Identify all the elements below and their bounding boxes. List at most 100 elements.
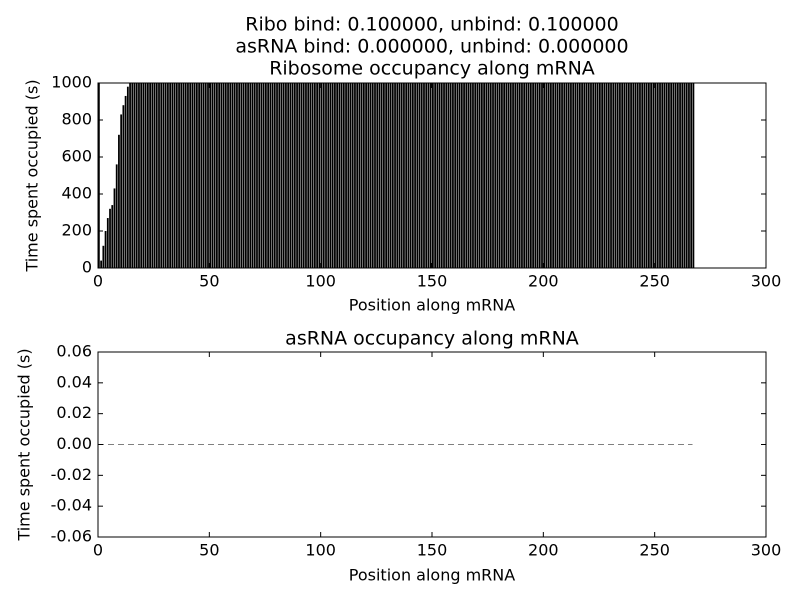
bar [204,83,207,268]
bar [427,83,430,268]
bar [690,83,693,268]
bar [672,83,675,268]
bar [267,83,270,268]
bar [311,83,314,268]
bar [574,83,577,268]
bar [113,188,116,268]
y-tick-label: -0.02 [51,465,92,484]
bar [581,83,583,268]
bar [665,83,668,268]
x-tick-label: 200 [528,541,559,560]
bar [191,83,194,268]
bar [126,86,129,268]
bar [349,83,352,268]
bar [175,83,178,268]
x-tick-label: 50 [199,541,219,560]
bar [193,83,196,268]
bar [131,83,134,268]
bar [387,83,390,268]
bar [438,83,441,268]
y-tick-label: 0.04 [56,372,92,391]
bar [512,83,514,268]
bar [258,83,261,268]
bar [476,83,479,268]
bar [676,83,679,268]
y-tick-label: 0.00 [56,434,92,453]
bar [483,83,485,268]
bar [498,83,501,268]
bar [467,83,470,268]
y-tick-label: -0.06 [51,527,92,546]
y-axis-label: Time spent occupied (s) [15,348,34,541]
bar [146,83,149,268]
bar [396,83,399,268]
bar [616,83,619,268]
bar [331,83,334,268]
bar [610,83,612,268]
bar [474,83,477,268]
x-tick-label: 50 [199,272,219,291]
bar [354,83,356,268]
bar [681,83,684,268]
y-tick-label: -0.04 [51,496,92,515]
bar [572,83,575,268]
bar [434,83,437,268]
bar [276,83,278,268]
bar [189,83,192,268]
bar [171,83,174,268]
bar [309,83,312,268]
bar [115,164,118,268]
x-tick-label: 100 [305,272,336,291]
bar [478,83,481,268]
bar [371,83,374,268]
bar [578,83,581,268]
bar [563,83,566,268]
bar [256,83,258,268]
bar [400,83,403,268]
bar [336,83,339,268]
bar [543,83,546,268]
bar [556,83,559,268]
bar [144,83,147,268]
bar [329,83,332,268]
bar [630,83,632,268]
chart-title: Ribo bind: 0.100000, unbind: 0.100000 [245,14,618,36]
bar [619,83,621,268]
bar [458,83,461,268]
bar [534,83,537,268]
bar [200,83,203,268]
bar [636,83,639,268]
bar [376,83,379,268]
bar [149,83,151,268]
bar [523,83,526,268]
bar [298,83,301,268]
bar [454,83,457,268]
bar [253,83,256,268]
bar [465,83,468,268]
bar [596,83,599,268]
bar [347,83,350,268]
bar [487,83,490,268]
bar [358,83,361,268]
bar [164,83,167,268]
bar [342,83,345,268]
bar [216,83,218,268]
bar [505,83,508,268]
bar [656,83,659,268]
bar [494,83,497,268]
bar [106,218,109,268]
x-tick-label: 300 [751,272,782,291]
bar [623,83,626,268]
bar [249,83,252,268]
bar [247,83,249,268]
bar [469,83,472,268]
bar [570,83,572,268]
bar [654,83,657,268]
bar [503,83,506,268]
bar [138,83,140,268]
bar [594,83,597,268]
bar [561,83,563,268]
bar [592,83,595,268]
bar [383,83,385,268]
